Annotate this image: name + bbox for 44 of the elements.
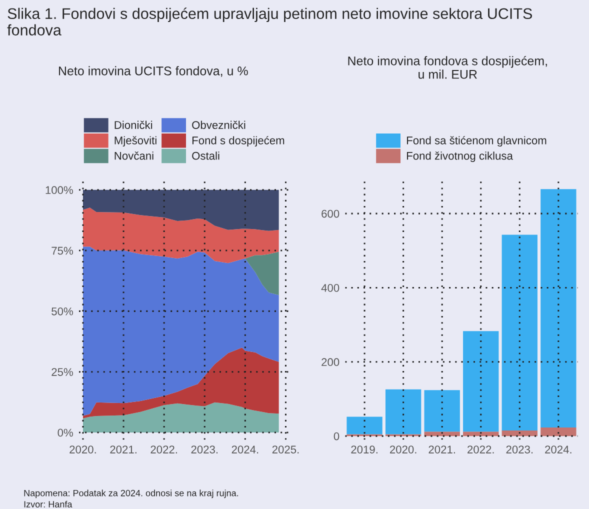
legend-label: Ostali [192, 152, 220, 160]
bar [424, 390, 460, 432]
text: Izvor: Hanfa [24, 500, 72, 508]
x-tick-label: 2022. [468, 446, 494, 454]
legend-label: Fond životnog ciklusa [406, 152, 513, 162]
bar [540, 189, 576, 428]
y-tick-label: 400 [321, 284, 340, 292]
x-tick-label: 2021. [110, 446, 136, 454]
chart-title: Neto imovina fondova s dospijećem, u mil. EUR [348, 56, 547, 79]
bar [540, 428, 576, 436]
x-tick-label: 2023. [506, 446, 533, 454]
bar [463, 331, 499, 432]
legend-label: Novčani [114, 152, 154, 160]
bar [502, 234, 538, 431]
bar [424, 432, 460, 436]
x-tick-label: 2024. [545, 446, 572, 454]
y-tick-label: 600 [322, 210, 340, 218]
y-tick-label: 200 [322, 358, 340, 366]
x-tick-label: 2023. [191, 446, 218, 454]
bar [346, 416, 382, 434]
x-tick-label: 2020. [390, 446, 416, 454]
chart-title: Slika 1. Fondovi s dospijećem upravljaju petinom neto imovine sektora UCITS fondova [7, 8, 532, 36]
y-tick-label: 75% [52, 246, 73, 255]
bar [463, 432, 499, 436]
y-tick-label: 0 [334, 432, 340, 440]
y-tick-label: 0% [58, 428, 73, 437]
text: Napomena: Podatak za 2024. odnosi se na kraj rujna. [24, 490, 238, 498]
chart-subtitle: Neto imovina UCITS fondova, u % [58, 66, 248, 77]
x-tick-label: 2022. [150, 446, 177, 454]
bar [385, 389, 422, 434]
y-tick-label: 25% [52, 368, 73, 376]
y-tick-label: 50% [52, 307, 73, 316]
legend-label: Fond sa štićenom glavnicom [406, 136, 546, 147]
bar [502, 430, 538, 436]
y-tick-label: 100% [46, 186, 73, 194]
x-tick-label: 2020. [70, 446, 96, 454]
x-tick-label: 2025. [272, 446, 299, 454]
legend-label: Dionički [114, 120, 152, 129]
legend-label: Obveznički [192, 120, 246, 129]
legend-label: Fond s dospijećem [192, 136, 284, 147]
x-tick-label: 2021. [428, 446, 455, 454]
legend-label: Mješoviti [114, 136, 156, 147]
x-tick-label: 2019. [351, 446, 378, 454]
x-tick-label: 2024. [232, 446, 258, 454]
